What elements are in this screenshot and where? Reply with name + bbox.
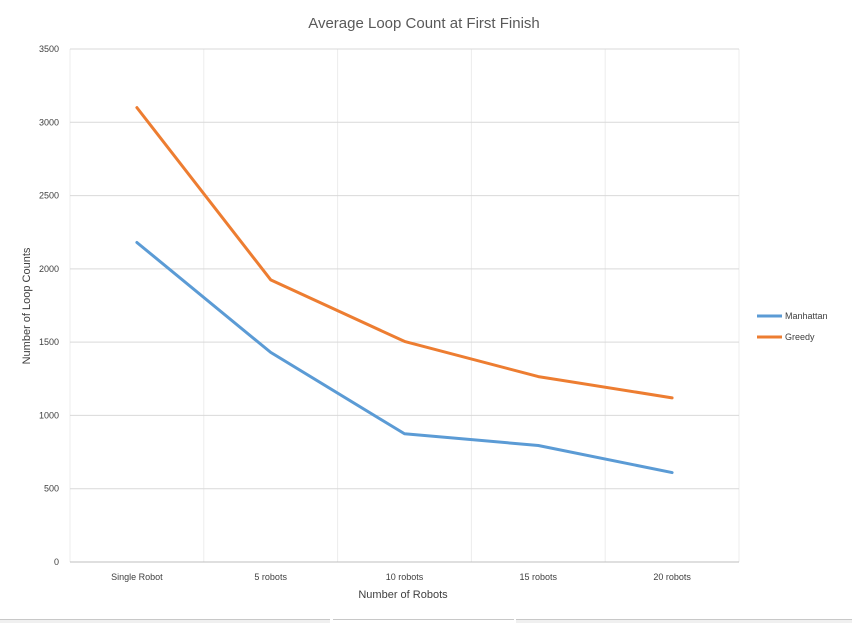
y-tick-label: 2000 [39, 264, 59, 274]
bottom-border [0, 619, 852, 623]
scroll-segment-left [0, 619, 330, 623]
x-tick-labels: Single Robot 5 robots 10 robots 15 robots 20… [111, 572, 691, 582]
y-tick-label: 500 [44, 484, 59, 494]
series-lines [135, 106, 674, 475]
legend: Manhattan Greedy [757, 311, 828, 342]
grid [69, 48, 740, 563]
x-tick-label: 5 robots [254, 572, 287, 582]
x-tick-label: 20 robots [653, 572, 691, 582]
y-tick-label: 3500 [39, 44, 59, 54]
y-tick-labels: 0 500 1000 1500 2000 2500 3000 3500 [39, 44, 59, 567]
y-tick-label: 1500 [39, 337, 59, 347]
x-tick-label: 10 robots [386, 572, 424, 582]
scroll-segment-middle [333, 619, 514, 623]
x-tick-label: 15 robots [520, 572, 558, 582]
y-tick-label: 0 [54, 557, 59, 567]
y-tick-label: 1000 [39, 410, 59, 420]
series-line-manhattan [135, 240, 674, 475]
y-tick-label: 2500 [39, 191, 59, 201]
y-axis-label: Number of Loop Counts [21, 247, 33, 364]
x-tick-label: Single Robot [111, 572, 163, 582]
x-axis-label: Number of Robots [358, 589, 448, 601]
chart-title: Average Loop Count at First Finish [308, 15, 540, 32]
legend-label: Manhattan [785, 311, 828, 321]
y-tick-label: 3000 [39, 117, 59, 127]
series-line-greedy [135, 106, 674, 400]
legend-label: Greedy [785, 332, 815, 342]
scroll-segment-right [516, 619, 852, 623]
